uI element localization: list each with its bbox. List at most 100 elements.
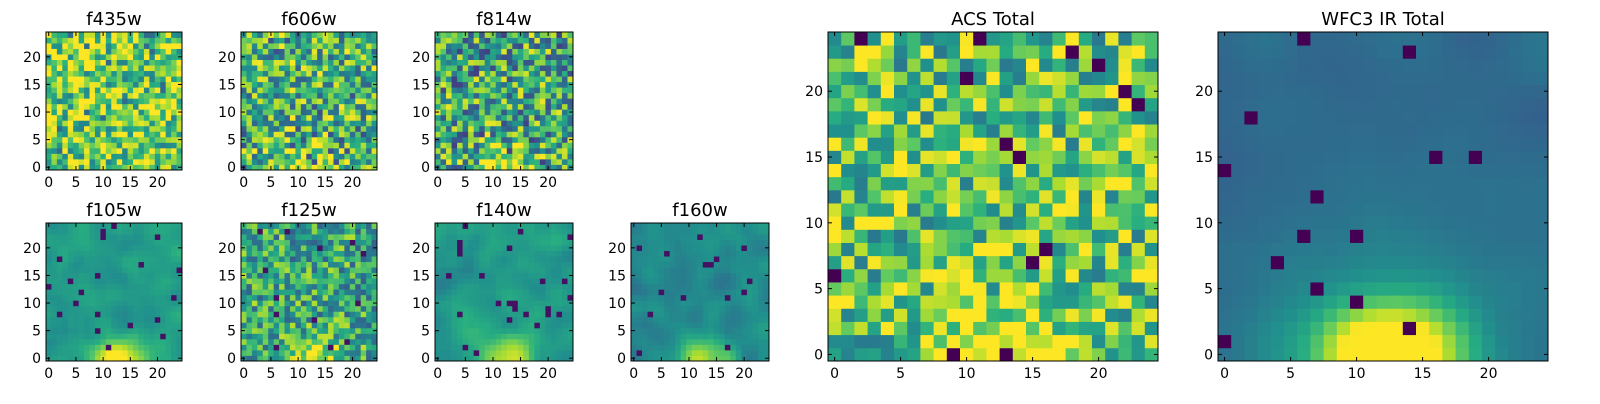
heatmap-cell <box>46 43 52 49</box>
heatmap-cell <box>62 43 68 49</box>
heatmap-cell <box>551 278 557 284</box>
heatmap-cell <box>51 38 57 44</box>
heatmap-cell <box>523 273 529 279</box>
heatmap-cell <box>518 54 524 60</box>
heatmap-cell <box>328 71 334 77</box>
heatmap-cell <box>1039 295 1053 309</box>
heatmap-cell <box>551 245 557 251</box>
heatmap-cell <box>719 317 725 323</box>
heatmap-cell <box>263 306 269 312</box>
heatmap-cell <box>252 322 258 328</box>
heatmap-cell <box>339 60 345 66</box>
heatmap-cell <box>512 229 518 235</box>
heatmap-cell <box>648 317 654 323</box>
heatmap-cell <box>496 240 502 246</box>
heatmap-cell <box>73 38 79 44</box>
heatmap-cell <box>312 137 318 143</box>
heatmap-cell <box>100 306 106 312</box>
heatmap-cell <box>659 278 665 284</box>
heatmap-cell <box>446 109 452 115</box>
heatmap-cell <box>355 71 361 77</box>
heatmap-cell <box>155 311 161 317</box>
heatmap-cell <box>468 245 474 251</box>
heatmap-cell <box>246 109 252 115</box>
y-tick-label: 0 <box>32 160 41 176</box>
heatmap-cell <box>496 229 502 235</box>
heatmap-cell <box>441 54 447 60</box>
heatmap-cell <box>323 49 329 55</box>
heatmap-cell <box>323 229 329 235</box>
heatmap-cell <box>241 71 247 77</box>
heatmap-cell <box>46 60 52 66</box>
heatmap-cell <box>485 49 491 55</box>
heatmap-cell <box>301 350 307 356</box>
heatmap-cell <box>95 115 101 121</box>
heatmap-cell <box>323 311 329 317</box>
heatmap-cell <box>333 350 339 356</box>
heatmap-cell <box>637 267 643 273</box>
heatmap-cell <box>344 328 350 334</box>
heatmap-cell <box>339 148 345 154</box>
heatmap-cell <box>490 93 496 99</box>
heatmap-cell <box>881 308 895 322</box>
heatmap-cell <box>703 240 709 246</box>
heatmap-cell <box>149 267 155 273</box>
heatmap-cell <box>268 76 274 82</box>
heatmap-cell <box>670 311 676 317</box>
heatmap-cell <box>490 142 496 148</box>
heatmap-cell <box>333 300 339 306</box>
heatmap-cell <box>149 32 155 38</box>
heatmap-cell <box>485 93 491 99</box>
heatmap-cell <box>703 306 709 312</box>
y-tick-label: 0 <box>421 351 430 367</box>
heatmap-cell <box>697 278 703 284</box>
heatmap-cell <box>290 120 296 126</box>
heatmap-cell <box>95 289 101 295</box>
heatmap-cell <box>518 245 524 251</box>
heatmap-cell <box>268 148 274 154</box>
heatmap-cell <box>540 333 546 339</box>
heatmap-cell <box>317 344 323 350</box>
heatmap-cell <box>90 317 96 323</box>
heatmap-cell <box>714 322 720 328</box>
heatmap-cell <box>62 333 68 339</box>
heatmap-cell <box>485 104 491 110</box>
heatmap-cell <box>496 306 502 312</box>
heatmap-cell <box>79 262 85 268</box>
heatmap-cell <box>562 300 568 306</box>
heatmap-cell <box>133 328 139 334</box>
heatmap-cell <box>534 65 540 71</box>
heatmap-cell <box>479 306 485 312</box>
heatmap-cell <box>171 159 177 165</box>
heatmap-cell <box>333 229 339 235</box>
heatmap-cell <box>312 344 318 350</box>
heatmap-cell <box>752 339 758 345</box>
heatmap-cell <box>79 289 85 295</box>
heatmap-cell <box>73 159 79 165</box>
heatmap-cell <box>122 71 128 77</box>
heatmap-cell <box>692 289 698 295</box>
heatmap-cell <box>333 295 339 301</box>
heatmap-cell <box>46 234 52 240</box>
heatmap-cell <box>681 306 687 312</box>
heatmap-cell <box>441 65 447 71</box>
heatmap-cell <box>301 328 307 334</box>
heatmap-cell <box>122 278 128 284</box>
heatmap-cell <box>562 245 568 251</box>
heatmap-cell <box>160 120 166 126</box>
heatmap-cell <box>333 333 339 339</box>
heatmap-cell <box>361 295 367 301</box>
heatmap-cell <box>117 256 123 262</box>
heatmap-cell <box>111 300 117 306</box>
heatmap-cell <box>523 43 529 49</box>
heatmap-cell <box>323 93 329 99</box>
heatmap-cell <box>648 273 654 279</box>
heatmap-cell <box>523 262 529 268</box>
heatmap-cell <box>523 333 529 339</box>
heatmap-cell <box>257 148 263 154</box>
heatmap-cell <box>545 273 551 279</box>
heatmap-cell <box>692 278 698 284</box>
heatmap-cell <box>279 295 285 301</box>
heatmap-cell <box>295 54 301 60</box>
heatmap-cell <box>106 289 112 295</box>
